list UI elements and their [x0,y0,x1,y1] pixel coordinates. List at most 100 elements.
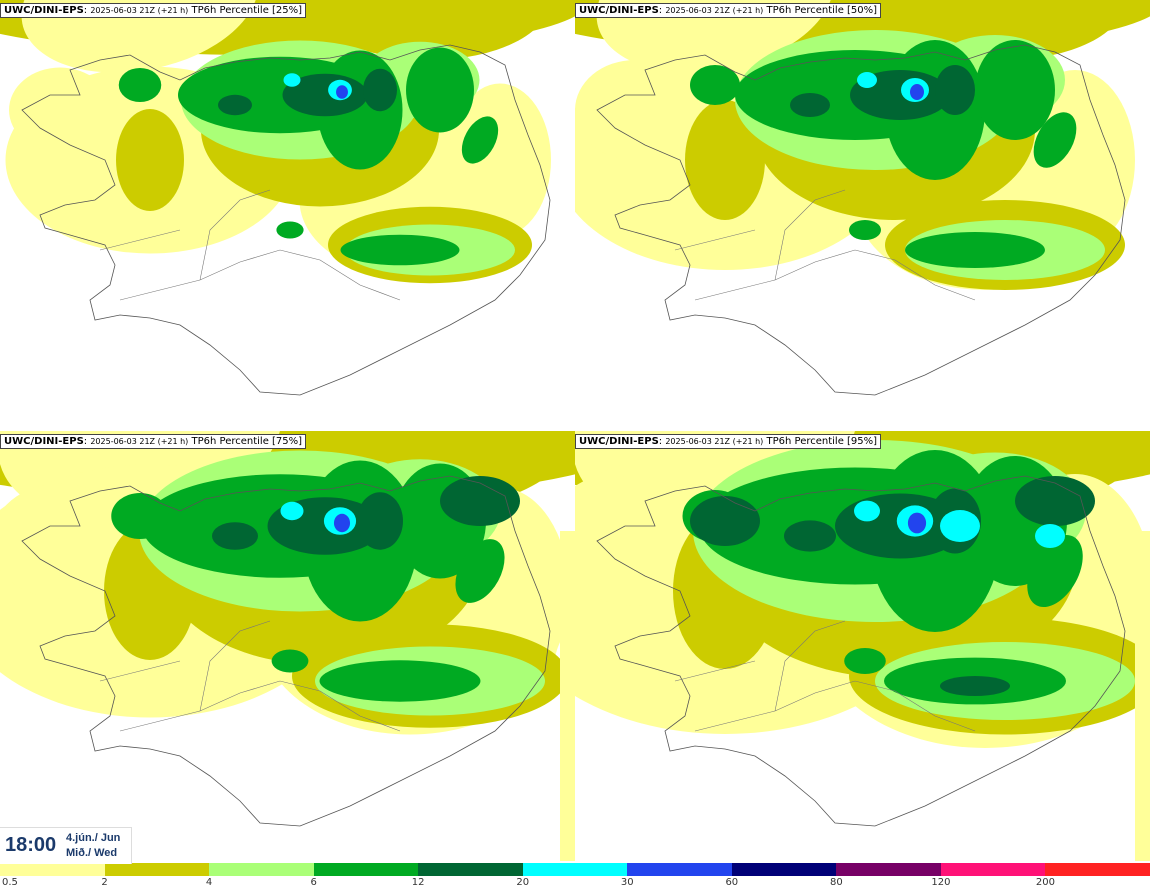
legend-tick-label: 120 [931,877,951,888]
precip-contour [461,116,499,164]
model-name: UWC/DINI-EPS [579,5,659,16]
precip-contour [218,94,252,116]
precip-contour [1135,531,1150,861]
precip-contour [0,483,129,599]
coastline [596,475,1126,827]
precip-contour [310,0,550,60]
legend-swatch [313,863,419,876]
run-time: 2025-06-03 21Z (+21 h) [665,6,764,15]
precip-contour [690,65,740,105]
precip-contour [449,83,551,237]
precip-contour [455,539,505,603]
road-network [99,189,401,301]
precip-contour [907,512,927,534]
precip-contour [9,67,111,153]
panel-title: UWC/DINI-EPS: 2025-06-03 21Z (+21 h) TP6… [575,3,882,18]
precip-contour [363,68,397,112]
legend-swatch [940,863,1046,876]
legend-swatch [209,863,314,876]
precip-contour [575,60,695,160]
legend-tick-label: 80 [829,877,843,888]
run-time: 2025-06-03 21Z (+21 h) [90,6,189,15]
precip-contour [935,65,975,115]
legend-tick-label: 6 [310,877,317,888]
precip-contour [940,676,1010,696]
precip-contour [333,513,351,533]
coastline [21,44,551,396]
precip-map-75 [0,431,575,861]
precip-contour [111,493,169,539]
map-panel-50: UWC/DINI-EPS: 2025-06-03 21Z (+21 h) TP6… [575,0,1150,430]
precip-contour [854,500,880,522]
precip-contour [1027,534,1083,608]
precip-contour [336,85,348,99]
precip-contour [685,100,765,220]
color-legend: 0.5 2 4 6 12 20 30 60 80 120 200 [0,863,1150,891]
panel-title: UWC/DINI-EPS: 2025-06-03 21Z (+21 h) TP6… [0,3,307,18]
map-panel-25: UWC/DINI-EPS: 2025-06-03 21Z (+21 h) TP6… [0,0,575,430]
legend-swatch [0,863,105,876]
precip-contour [560,531,575,861]
precip-contour [271,649,309,673]
precip-contour [940,510,980,542]
panel-title: UWC/DINI-EPS: 2025-06-03 21Z (+21 h) TP6… [0,434,307,449]
valid-time-box: 18:00 4.jún./ Jun Mið./ Wed [0,827,132,864]
road-network [674,189,976,301]
precip-contour [276,221,304,239]
valid-weekday: Mið./ Wed [66,847,118,859]
legend-tick-label: 4 [205,877,213,888]
precip-contour [340,234,460,266]
precip-contour [910,84,924,100]
legend-color-bar [0,863,1150,876]
precip-contour [116,109,184,211]
precip-contour [975,40,1055,140]
precip-contour [844,648,886,674]
coastline [596,44,1126,396]
field-label: TP6h Percentile [95%] [766,436,878,447]
precip-contour [280,501,304,521]
precip-map-25 [0,0,575,430]
legend-swatch [836,863,941,876]
precip-contour [319,660,481,702]
precip-contour [690,496,760,546]
precip-contour [21,0,259,73]
field-label: TP6h Percentile [25%] [191,5,303,16]
legend-swatch [418,863,523,876]
precip-contour [1035,524,1065,548]
precip-contour [406,47,474,133]
model-name: UWC/DINI-EPS [4,436,84,447]
valid-time-clock: 18:00 [5,834,57,856]
road-network [674,620,976,732]
legend-labels: 0.5 2 4 6 12 20 30 60 80 120 200 [0,877,1150,891]
precip-map-95 [575,431,1150,861]
precip-map-50 [575,0,1150,430]
model-name: UWC/DINI-EPS [579,436,659,447]
precip-contour [1015,476,1095,526]
run-time: 2025-06-03 21Z (+21 h) [90,437,189,446]
precip-contour [849,220,881,240]
legend-tick-label: 200 [1035,877,1055,888]
coastline [21,475,551,827]
precip-contour [790,93,830,117]
legend-tick-label: 60 [725,877,739,888]
panel-title: UWC/DINI-EPS: 2025-06-03 21Z (+21 h) TP6… [575,434,882,449]
legend-swatch [1045,863,1150,876]
precip-contour [857,72,877,88]
run-time: 2025-06-03 21Z (+21 h) [665,437,764,446]
precip-contour [357,492,403,550]
field-label: TP6h Percentile [50%] [766,5,878,16]
precip-contour [283,73,301,87]
precip-contour [784,520,836,552]
precip-contour [596,0,834,73]
legend-swatch [104,863,210,876]
precip-contour [905,232,1045,268]
precip-contour [1033,112,1077,168]
precip-contour [118,68,162,102]
legend-tick-label: 30 [620,877,634,888]
precip-contour [440,476,520,526]
legend-swatch [731,863,837,876]
model-name: UWC/DINI-EPS [4,5,84,16]
precip-contour [212,522,258,550]
legend-tick-label: 2 [101,877,108,888]
road-network [99,620,401,732]
